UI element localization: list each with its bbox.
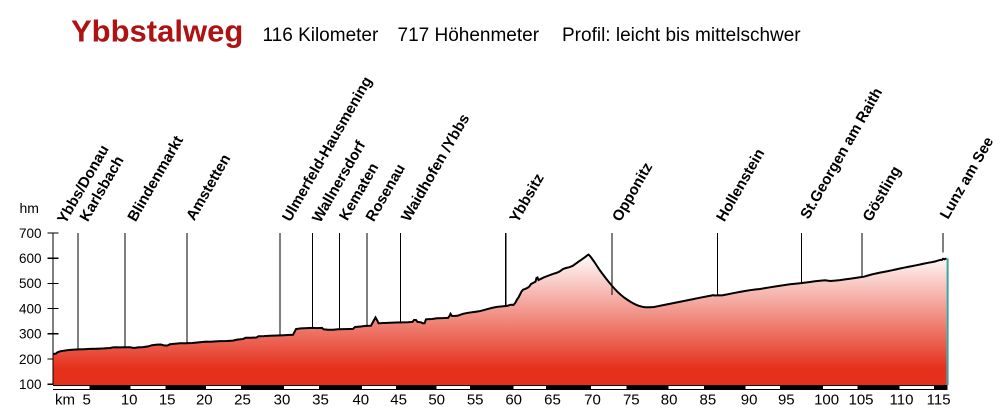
svg-text:400: 400 bbox=[19, 301, 42, 316]
svg-text:60: 60 bbox=[505, 392, 522, 409]
svg-text:80: 80 bbox=[661, 392, 678, 409]
svg-text:20: 20 bbox=[196, 392, 213, 409]
svg-text:110: 110 bbox=[890, 392, 914, 409]
svg-text:55: 55 bbox=[467, 392, 484, 409]
svg-text:30: 30 bbox=[274, 392, 291, 409]
svg-text:45: 45 bbox=[390, 392, 407, 409]
svg-text:116 Kilometer: 116 Kilometer bbox=[263, 25, 379, 46]
svg-text:15: 15 bbox=[159, 392, 176, 409]
svg-text:700: 700 bbox=[19, 226, 42, 241]
svg-text:200: 200 bbox=[19, 352, 42, 367]
svg-text:100: 100 bbox=[19, 377, 42, 392]
svg-text:100: 100 bbox=[814, 392, 839, 409]
svg-text:hm: hm bbox=[20, 200, 39, 216]
svg-text:500: 500 bbox=[19, 276, 42, 291]
svg-text:105: 105 bbox=[848, 392, 873, 409]
svg-text:km: km bbox=[55, 392, 75, 409]
svg-text:50: 50 bbox=[428, 392, 445, 409]
svg-text:600: 600 bbox=[19, 251, 42, 266]
svg-text:5: 5 bbox=[83, 392, 91, 409]
svg-text:35: 35 bbox=[312, 392, 329, 409]
svg-text:10: 10 bbox=[121, 392, 138, 409]
svg-text:90: 90 bbox=[741, 392, 758, 409]
svg-text:115: 115 bbox=[927, 392, 951, 409]
svg-text:65: 65 bbox=[544, 392, 561, 409]
svg-text:95: 95 bbox=[778, 392, 795, 409]
svg-text:300: 300 bbox=[19, 327, 42, 342]
svg-text:25: 25 bbox=[234, 392, 251, 409]
svg-text:Profil: leicht bis mittelschwe: Profil: leicht bis mittelschwer bbox=[562, 25, 801, 46]
svg-text:Ybbstalweg: Ybbstalweg bbox=[71, 14, 243, 49]
svg-text:717 Höhenmeter: 717 Höhenmeter bbox=[398, 25, 540, 46]
svg-text:85: 85 bbox=[700, 392, 717, 409]
svg-text:75: 75 bbox=[623, 392, 640, 409]
svg-text:40: 40 bbox=[352, 392, 369, 409]
svg-text:70: 70 bbox=[584, 392, 601, 409]
